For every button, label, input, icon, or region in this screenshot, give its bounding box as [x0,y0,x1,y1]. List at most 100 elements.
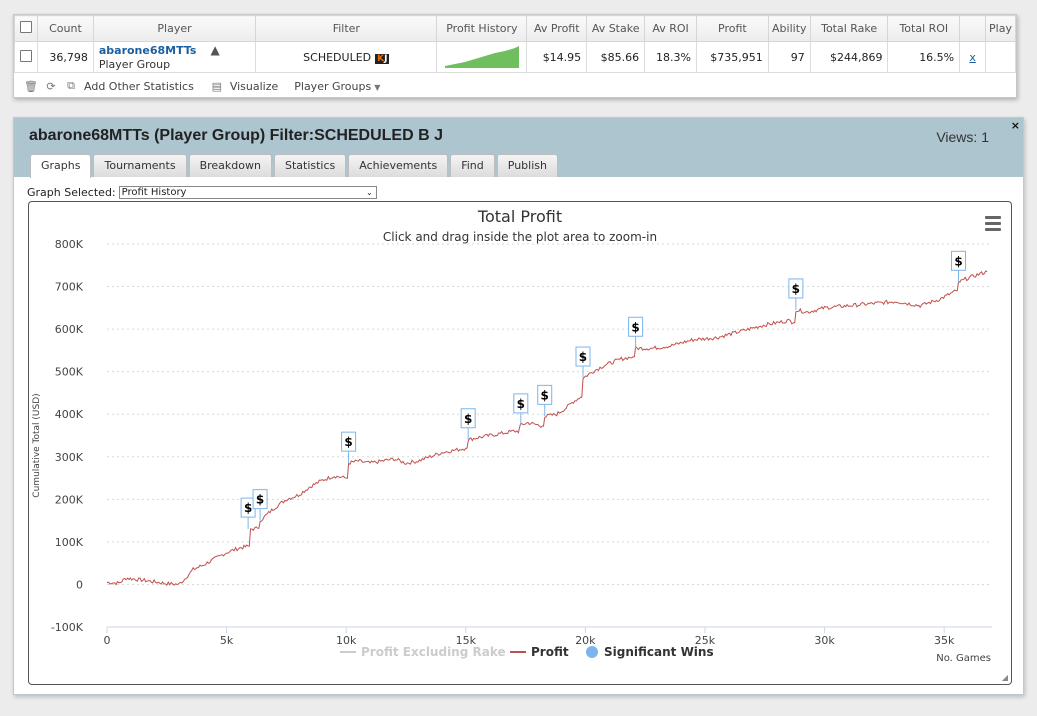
header-ability[interactable]: Ability [767,15,811,42]
header-profit[interactable]: Profit [695,15,769,42]
stats-table: Count Player Filter Profit History Av Pr… [14,15,1016,73]
x-tick-label: 30k [814,634,835,647]
tab-breakdown[interactable]: Breakdown [188,154,272,177]
chart-container[interactable]: Total Profit Click and drag inside the pl… [28,201,1012,685]
win-flag-box [341,431,357,452]
y-tick-label: 600K [55,323,84,336]
header-player[interactable]: Player [92,15,257,42]
graph-select-row: Graph Selected: Profit History ⌄ [27,186,377,199]
header-filter[interactable]: Filter [255,15,438,42]
win-flag-marker: $ [464,412,472,426]
tab-find[interactable]: Find [450,154,495,177]
cell-total-roi: 16.5% [887,41,961,73]
row-select-cell[interactable] [14,41,38,73]
y-tick-label: 800K [55,238,84,251]
player-groups-label: Player Groups [294,79,372,93]
row-checkbox[interactable] [20,49,32,62]
cell-player: abarone68MTTs ▲ Player Group [92,41,257,73]
header-profit-history[interactable]: Profit History [436,15,528,42]
tab-statistics[interactable]: Statistics [273,154,347,177]
win-flag-box [575,346,591,367]
graph-selected-label: Graph Selected: [27,186,116,199]
y-tick-label: 0 [76,578,83,591]
trash-icon[interactable]: 🗑 [24,79,38,93]
header-count[interactable]: Count [37,15,94,42]
tab-achievements[interactable]: Achievements [348,154,449,177]
y-tick-label: 100K [55,536,84,549]
table-header-row: Count Player Filter Profit History Av Pr… [14,15,1016,42]
x-tick-label: 10k [336,634,357,647]
refresh-icon[interactable]: ⟳ [46,79,56,93]
win-flag-box [537,384,553,405]
close-icon[interactable]: × [1010,119,1020,132]
graph-select-value: Profit History [121,187,187,198]
cell-av-stake: $85.66 [586,41,646,73]
filter-badge-a: K [377,53,385,64]
header-av-stake[interactable]: Av Stake [586,15,646,42]
y-tick-label: 700K [55,281,84,294]
header-av-profit[interactable]: Av Profit [526,15,588,42]
header-av-roi[interactable]: Av ROI [644,15,697,42]
profit-chart[interactable]: Total Profit Click and drag inside the pl… [29,202,1011,684]
x-tick-label: 25k [695,634,716,647]
win-flag-marker: $ [792,282,800,296]
win-flag-box [252,489,268,510]
tab-publish[interactable]: Publish [496,154,558,177]
header-play[interactable]: Play [985,15,1016,42]
win-flag-marker: $ [631,320,639,334]
legend-swatch-wins [586,646,598,658]
cell-profit: $735,951 [695,41,769,73]
select-all-checkbox[interactable] [20,21,32,33]
panel-title: abarone68MTTs (Player Group) Filter:SCHE… [29,127,443,144]
y-tick-label: -100K [51,621,84,634]
header-total-rake[interactable]: Total Rake [809,15,889,42]
filter-badge-icon: KJ [375,53,390,64]
resize-handle-icon[interactable]: ◢ [1001,673,1008,682]
hamburger-menu-icon[interactable] [985,216,1001,234]
win-flag-box [460,408,476,429]
player-group-icon: ▲ [210,42,220,57]
chart-icon: ▤ [211,79,223,93]
legend-profit: Profit [531,645,569,659]
visualize-button[interactable]: Visualize [229,79,279,93]
cell-profit-history[interactable] [436,41,528,73]
legend-significant-wins: Significant Wins [604,645,714,659]
x-tick-label: 15k [456,634,477,647]
cell-delete: x [959,41,987,73]
player-groups-dropdown[interactable]: Player Groups ▼ [294,80,380,93]
select-all-header[interactable] [14,15,38,42]
chart-title: Total Profit [477,207,562,226]
chart-subtitle: Click and drag inside the plot area to z… [383,230,657,244]
y-tick-label: 300K [55,451,84,464]
graph-panel: abarone68MTTs (Player Group) Filter:SCHE… [13,117,1024,695]
win-flag-marker: $ [344,435,352,449]
x-tick-label: 20k [575,634,596,647]
chevron-down-icon: ⌄ [365,188,373,197]
player-sub-label: Player Group [98,57,171,71]
win-flag-marker: $ [256,493,264,507]
graph-panel-header: abarone68MTTs (Player Group) Filter:SCHE… [14,118,1023,178]
cell-play [985,41,1016,73]
win-flag-marker: $ [517,397,525,411]
delete-row-link[interactable]: x [969,50,976,64]
cell-count: 36,798 [37,41,94,73]
y-tick-label: 200K [55,493,84,506]
filter-badge-b: J [384,53,388,64]
win-flag-box [513,393,529,414]
y-tick-label: 500K [55,366,84,379]
win-flag-box [788,278,804,299]
cell-filter: SCHEDULED KJ [255,41,438,73]
tab-graphs[interactable]: Graphs [30,154,92,178]
win-flag-marker: $ [954,254,962,268]
tab-tournaments[interactable]: Tournaments [93,154,187,177]
table-toolbar: 🗑 ⟳ ⧉ Add Other Statistics ▤ Visualize P… [14,75,1016,97]
player-name-link[interactable]: abarone68MTTs [98,43,197,57]
add-other-statistics-button[interactable]: Add Other Statistics [84,79,194,93]
cell-total-rake: $244,869 [809,41,889,73]
filter-label: SCHEDULED [303,50,372,64]
header-total-roi[interactable]: Total ROI [887,15,961,42]
header-blank [959,15,987,42]
profit-sparkline[interactable] [444,44,519,68]
y-tick-label: 400K [55,408,84,421]
graph-select-dropdown[interactable]: Profit History ⌄ [118,186,377,199]
